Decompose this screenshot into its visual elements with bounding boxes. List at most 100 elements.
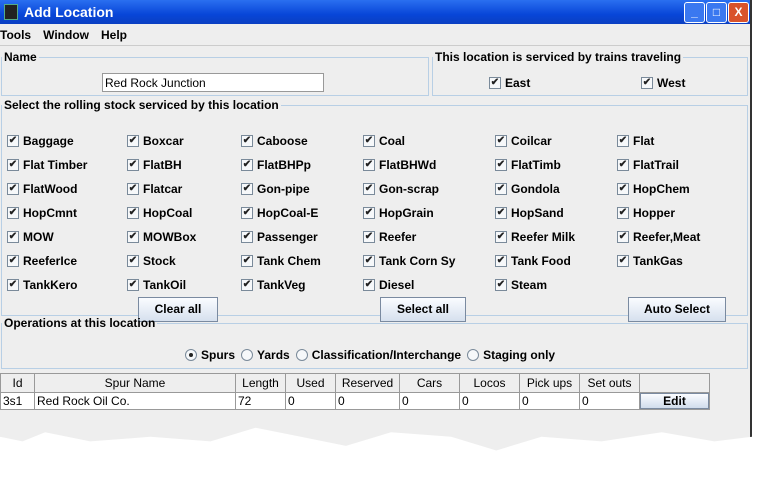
checkbox-icon: ✔: [7, 231, 19, 243]
select-all-button[interactable]: Select all: [380, 297, 466, 322]
auto-select-button[interactable]: Auto Select: [628, 297, 726, 322]
rolling-stock-checkbox[interactable]: ✔ Steam: [495, 278, 547, 292]
rolling-stock-checkbox[interactable]: ✔ Boxcar: [127, 134, 184, 148]
checkbox-icon: ✔: [127, 279, 139, 291]
rolling-stock-checkbox[interactable]: ✔ Baggage: [7, 134, 74, 148]
checkbox-label: Flat Timber: [23, 158, 88, 172]
rolling-stock-checkbox[interactable]: ✔ Stock: [127, 254, 176, 268]
rolling-stock-checkbox[interactable]: ✔ FlatBH: [127, 158, 182, 172]
checkbox-label: TankVeg: [257, 278, 306, 292]
column-header[interactable]: Reserved: [335, 373, 400, 393]
rolling-stock-checkbox[interactable]: ✔ Tank Corn Sy: [363, 254, 455, 268]
close-button[interactable]: X: [728, 2, 749, 23]
checkbox-label: FlatWood: [23, 182, 78, 196]
column-header[interactable]: Used: [285, 373, 336, 393]
operation-radio[interactable]: Classification/Interchange: [295, 348, 461, 362]
rolling-stock-checkbox[interactable]: ✔ FlatBHPp: [241, 158, 311, 172]
rolling-stock-checkbox[interactable]: ✔ MOWBox: [127, 230, 196, 244]
rolling-stock-checkbox[interactable]: ✔ Tank Chem: [241, 254, 321, 268]
checkbox-label: FlatBHWd: [379, 158, 437, 172]
rolling-stock-checkbox[interactable]: ✔ Flat Timber: [7, 158, 87, 172]
operation-radio[interactable]: Spurs: [185, 348, 235, 362]
rolling-stock-checkbox[interactable]: ✔ HopSand: [495, 206, 564, 220]
rolling-stock-checkbox[interactable]: ✔ FlatBHWd: [363, 158, 436, 172]
checkbox-icon: ✔: [617, 135, 629, 147]
checkbox-icon: ✔: [495, 279, 507, 291]
rolling-stock-checkbox[interactable]: ✔ Caboose: [241, 134, 308, 148]
checkbox-icon: ✔: [495, 135, 507, 147]
rolling-stock-checkbox[interactable]: ✔ TankOil: [127, 278, 186, 292]
column-header[interactable]: Locos: [459, 373, 520, 393]
rolling-stock-checkbox[interactable]: ✔ Flatcar: [127, 182, 182, 196]
column-header[interactable]: Pick ups: [519, 373, 580, 393]
rolling-stock-checkbox[interactable]: ✔ FlatTimb: [495, 158, 561, 172]
rolling-stock-checkbox[interactable]: ✔ HopCoal: [127, 206, 192, 220]
rolling-stock-checkbox[interactable]: ✔ Tank Food: [495, 254, 571, 268]
rolling-stock-checkbox[interactable]: ✔ HopCoal-E: [241, 206, 318, 220]
rolling-stock-checkbox[interactable]: ✔ Coilcar: [495, 134, 552, 148]
checkbox-icon: ✔: [495, 231, 507, 243]
edit-button[interactable]: Edit: [640, 393, 709, 409]
checkbox-label: Stock: [143, 254, 176, 268]
operation-radio[interactable]: Yards: [241, 348, 290, 362]
rolling-stock-checkbox[interactable]: ✔ Passenger: [241, 230, 318, 244]
rolling-stock-checkbox[interactable]: ✔ HopGrain: [363, 206, 434, 220]
table-cell: 0: [335, 392, 400, 410]
column-header[interactable]: Cars: [399, 373, 460, 393]
rolling-stock-checkbox[interactable]: ✔ HopCmnt: [7, 206, 77, 220]
rolling-stock-checkbox[interactable]: ✔ Coal: [363, 134, 405, 148]
table-row[interactable]: 3s1 Red Rock Oil Co. 72 0 0 0 0 0 0 Edit: [0, 392, 710, 410]
rolling-stock-checkbox[interactable]: ✔ FlatTrail: [617, 158, 679, 172]
rolling-stock-checkbox[interactable]: ✔ Reefer,Meat: [617, 230, 700, 244]
rolling-stock-checkbox[interactable]: ✔ TankKero: [7, 278, 77, 292]
rolling-stock-checkbox[interactable]: ✔ Reefer: [363, 230, 416, 244]
checkbox-label: Reefer Milk: [511, 230, 576, 244]
clear-all-button[interactable]: Clear all: [138, 297, 218, 322]
column-header[interactable]: [639, 373, 710, 393]
east-checkbox[interactable]: ✔ East: [489, 76, 530, 90]
maximize-button[interactable]: □: [706, 2, 727, 23]
rolling-stock-checkbox[interactable]: ✔ HopChem: [617, 182, 690, 196]
rolling-stock-checkbox[interactable]: ✔ MOW: [7, 230, 54, 244]
menu-help[interactable]: Help: [101, 27, 128, 42]
direction-legend: This location is serviced by trains trav…: [435, 50, 682, 64]
rolling-stock-checkbox[interactable]: ✔ Gon-scrap: [363, 182, 439, 196]
rolling-stock-checkbox[interactable]: ✔ Hopper: [617, 206, 675, 220]
menu-window[interactable]: Window: [43, 27, 89, 42]
rolling-stock-checkbox[interactable]: ✔ ReeferIce: [7, 254, 77, 268]
rolling-stock-legend: Select the rolling stock serviced by thi…: [4, 98, 279, 112]
checkbox-label: HopSand: [511, 206, 564, 220]
spur-table: Id Spur Name Length Used Reserved Cars Locos Pi…: [0, 373, 710, 410]
column-header[interactable]: Spur Name: [34, 373, 236, 393]
name-input[interactable]: [102, 73, 324, 92]
menu-tools[interactable]: Tools: [0, 27, 32, 42]
rolling-stock-checkbox[interactable]: ✔ Flat: [617, 134, 654, 148]
checkbox-icon: ✔: [7, 135, 19, 147]
table-cell: 72: [235, 392, 286, 410]
minimize-button[interactable]: _: [684, 2, 705, 23]
rolling-stock-checkbox[interactable]: ✔ TankGas: [617, 254, 683, 268]
rolling-stock-panel: Select the rolling stock serviced by thi…: [1, 98, 748, 322]
checkbox-label: Hopper: [633, 206, 675, 220]
checkbox-icon: ✔: [363, 183, 375, 195]
rolling-stock-checkbox[interactable]: ✔ Gondola: [495, 182, 560, 196]
checkbox-icon: ✔: [241, 135, 253, 147]
rolling-stock-checkbox[interactable]: ✔ Gon-pipe: [241, 182, 310, 196]
checkbox-label: FlatBHPp: [257, 158, 311, 172]
window-title: Add Location: [24, 4, 114, 20]
table-cell: 0: [459, 392, 520, 410]
add-location-window: Add Location _ □ X Tools Window Help Nam…: [0, 0, 752, 451]
column-header[interactable]: Set outs: [579, 373, 640, 393]
checkbox-label: Gondola: [511, 182, 560, 196]
rolling-stock-checkbox[interactable]: ✔ Diesel: [363, 278, 414, 292]
checkbox-label: Flatcar: [143, 182, 183, 196]
rolling-stock-checkbox[interactable]: ✔ FlatWood: [7, 182, 77, 196]
column-header[interactable]: Length: [235, 373, 286, 393]
rolling-stock-checkbox[interactable]: ✔ Reefer Milk: [495, 230, 575, 244]
checkbox-icon: ✔: [7, 159, 19, 171]
column-header[interactable]: Id: [0, 373, 35, 393]
west-checkbox[interactable]: ✔ West: [641, 76, 685, 90]
rolling-stock-checkbox[interactable]: ✔ TankVeg: [241, 278, 305, 292]
operation-radio[interactable]: Staging only: [467, 348, 555, 362]
checkbox-icon: ✔: [127, 255, 139, 267]
